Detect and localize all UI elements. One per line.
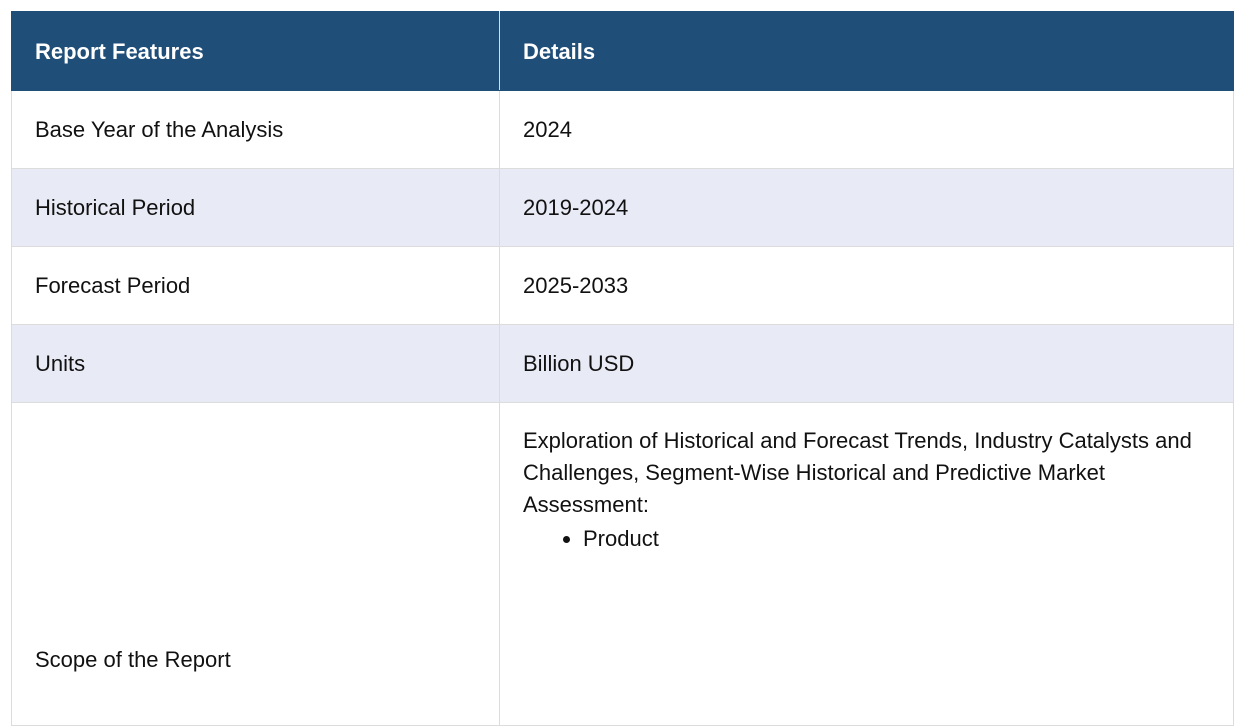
scope-description: Exploration of Historical and Forecast T… (523, 428, 1192, 517)
table-row: Units Billion USD (11, 324, 1234, 403)
row-details-cell: Billion USD (499, 324, 1234, 403)
table-header-row: Report Features Details (11, 11, 1234, 91)
row-feature-cell: Historical Period (11, 168, 500, 247)
table-row: Forecast Period 2025-2033 (11, 246, 1234, 325)
scope-feature-cell: Scope of the Report (11, 402, 500, 726)
list-item: Product (583, 522, 1210, 556)
scope-label: Scope of the Report (35, 647, 231, 672)
report-table-container: Report Features Details Base Year of the… (11, 11, 1234, 726)
header-report-features: Report Features (11, 11, 500, 91)
row-details-cell: 2024 (499, 90, 1234, 169)
row-feature-cell: Base Year of the Analysis (11, 90, 500, 169)
table-row: Base Year of the Analysis 2024 (11, 90, 1234, 169)
report-features-table: Report Features Details Base Year of the… (11, 11, 1234, 726)
scope-details-cell: Exploration of Historical and Forecast T… (499, 402, 1234, 726)
table-row-scope: Scope of the Report Exploration of Histo… (11, 402, 1234, 726)
table-row: Historical Period 2019-2024 (11, 168, 1234, 247)
row-feature-cell: Units (11, 324, 500, 403)
row-details-cell: 2019-2024 (499, 168, 1234, 247)
header-details: Details (499, 11, 1234, 91)
row-feature-cell: Forecast Period (11, 246, 500, 325)
scope-segment-list: Product (523, 522, 1210, 556)
row-details-cell: 2025-2033 (499, 246, 1234, 325)
